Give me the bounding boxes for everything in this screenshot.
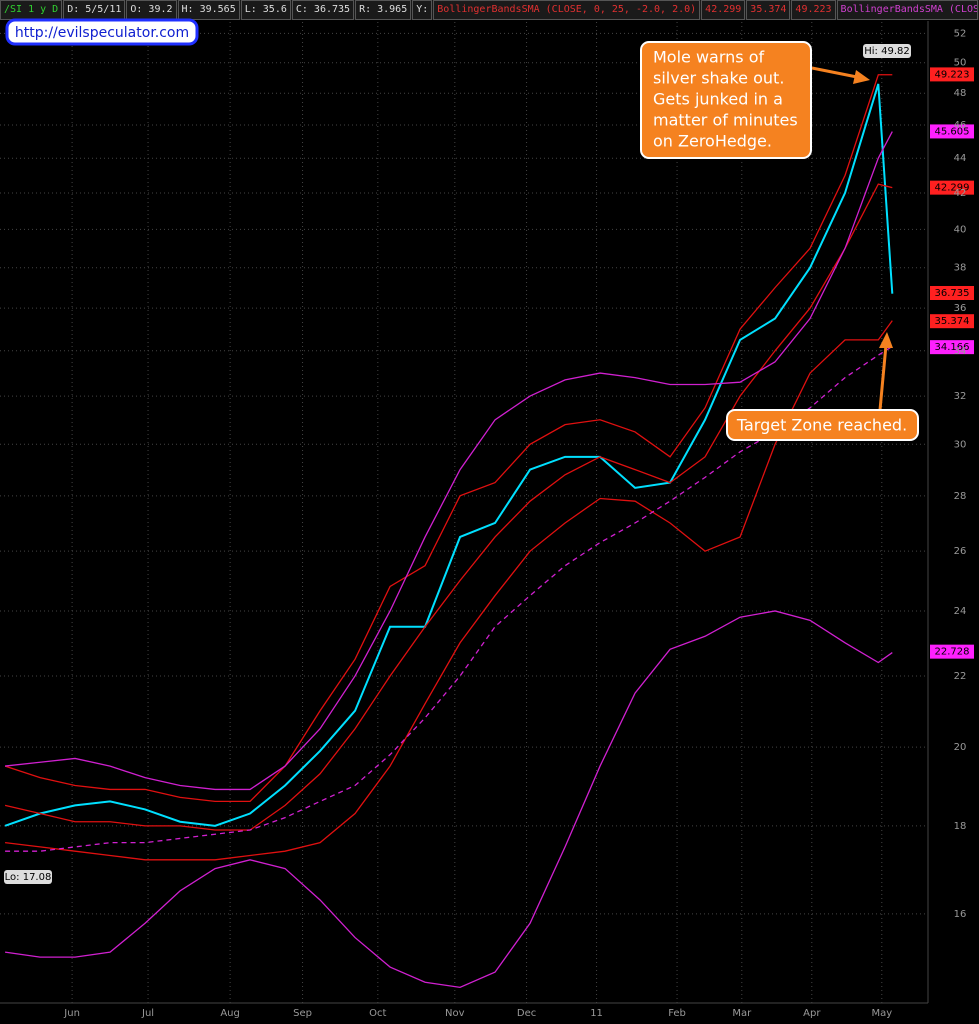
study[interactable]: BollingerBandsSMA (CLOSE, 0...: [836, 0, 978, 20]
y-tick-label: 50: [954, 58, 967, 69]
y-tick-label: 26: [954, 546, 967, 557]
y-tick-label: 16: [954, 909, 967, 920]
study-value: 49.223: [791, 0, 836, 20]
x-tick-label: Mar: [732, 1008, 752, 1019]
callout-text: silver shake out.: [653, 69, 784, 88]
y-tick-label: 24: [954, 606, 967, 617]
x-tick-label: Jun: [63, 1008, 80, 1019]
study-value: 42.299: [701, 0, 746, 20]
y-tick-label: 46: [954, 120, 967, 131]
price-tag: [930, 124, 974, 139]
callout-box: [726, 409, 919, 441]
band-line: [4, 183, 893, 831]
price-line: [4, 83, 894, 827]
x-tick-label: 11: [590, 1008, 603, 1019]
lo-tag: [4, 870, 52, 884]
hi-tag: [863, 44, 911, 58]
price-tag: [930, 340, 974, 355]
callout-text: Target Zone reached.: [736, 416, 907, 435]
low: L: 35.6: [240, 0, 291, 20]
y-tick-label: 38: [954, 263, 967, 274]
x-tick-label: Nov: [445, 1008, 465, 1019]
y-tick-label: 18: [954, 821, 967, 832]
y-tick-label: 42: [954, 188, 967, 199]
y: Y:: [412, 0, 433, 20]
price-tag-label: 45.605: [935, 126, 970, 137]
high: H: 39.565: [177, 0, 240, 20]
y-tick-label: 36: [954, 303, 967, 314]
y-tick-label: 34: [954, 346, 967, 357]
y-tick-label: 20: [954, 742, 967, 753]
y-tick-label: 52: [954, 28, 967, 39]
price-tag-label: 35.374: [935, 316, 970, 327]
study-value: 35.374: [746, 0, 791, 20]
x-tick-label: Apr: [803, 1008, 821, 1019]
arrow-head: [853, 70, 870, 84]
range: R: 3.965: [355, 0, 412, 20]
url[interactable]: http://evilspeculator.com: [15, 25, 189, 41]
x-tick-label: Oct: [369, 1008, 386, 1019]
y-tick-label: 48: [954, 88, 967, 99]
price-tag-label: 42.299: [935, 183, 970, 194]
url-box: [5, 18, 199, 46]
band-line: [5, 131, 893, 791]
price-tag-label: 34.166: [935, 342, 970, 353]
callout-text: matter of minutes: [653, 111, 798, 130]
x-tick-label: Feb: [668, 1008, 686, 1019]
x-tick-label: Sep: [293, 1008, 312, 1019]
x-tick-label: Jul: [141, 1008, 154, 1019]
close: C: 36.735: [291, 0, 355, 20]
arrow: [811, 66, 863, 80]
hi-label: Hi: 49.82: [864, 46, 909, 57]
header-bar: /SI 1 y D D: 5/5/11 O: 39.2 H: 39.565 L:…: [0, 0, 979, 20]
y-tick-label: 44: [954, 153, 967, 164]
y-tick-label: 30: [954, 439, 967, 450]
plot-area: [0, 21, 928, 1003]
y-tick-label: 32: [954, 391, 967, 402]
price-tag: [930, 314, 974, 329]
price-tag-label: 22.728: [935, 647, 970, 658]
y-tick-label: 40: [954, 224, 967, 235]
lo-label: Lo: 17.08: [5, 872, 52, 883]
y-tick-label: 28: [954, 491, 967, 502]
price-tag-label: 36.735: [935, 288, 970, 299]
band-line: [4, 610, 893, 989]
arrow: [878, 344, 888, 411]
study[interactable]: BollingerBandsSMA (CLOSE, 0, 25, -2.0, 2…: [433, 0, 701, 20]
band-line: [4, 74, 893, 803]
x-tick-label: Dec: [517, 1008, 536, 1019]
callout-text: on ZeroHedge.: [653, 132, 772, 151]
arrow-head: [879, 332, 893, 348]
x-tick-label: May: [871, 1008, 892, 1019]
callout-text: Mole warns of: [653, 48, 765, 67]
price-tag: [930, 644, 974, 659]
price-tag-label: 49.223: [935, 69, 970, 80]
band-line: [4, 320, 893, 861]
x-tick-label: Aug: [220, 1008, 240, 1019]
y-tick-label: 22: [954, 671, 967, 682]
price-tag: [930, 67, 974, 82]
price-tag: [930, 285, 974, 300]
callout-text: Gets junked in a: [653, 90, 783, 109]
callout-box: [640, 41, 812, 159]
price-tag: [930, 180, 974, 195]
